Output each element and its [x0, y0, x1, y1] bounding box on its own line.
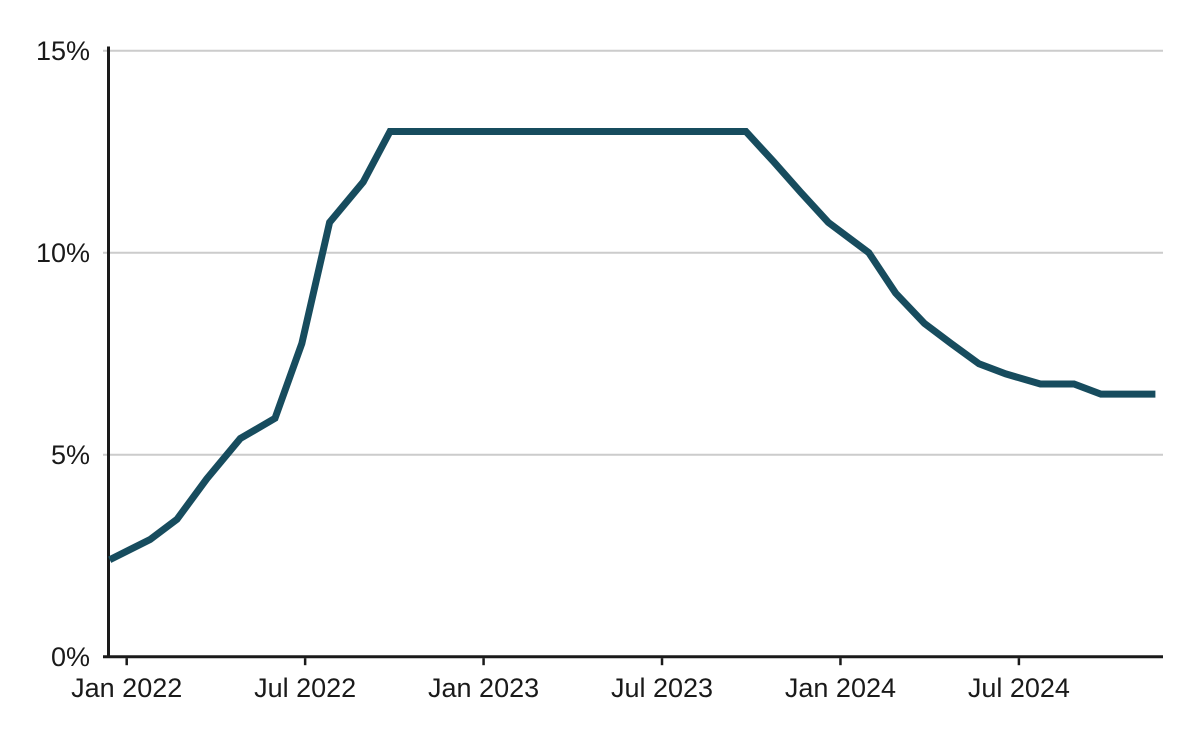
y-axis-label: 5%	[51, 440, 90, 470]
series-line-interest-rate-percent	[108, 128, 1156, 563]
y-axis-labels: 15% 10% 5% 0%	[36, 36, 90, 672]
x-axis-label: Jul 2022	[254, 673, 356, 703]
y-axis-label: 10%	[36, 238, 90, 268]
x-axis-label: Jul 2023	[611, 673, 713, 703]
x-axis-labels: Jan 2022 Jul 2022 Jan 2023 Jul 2023 Jan 2024…	[71, 673, 1070, 703]
x-axis-label: Jan 2024	[785, 673, 896, 703]
x-axis-label: Jan 2022	[71, 673, 182, 703]
y-axis-label: 15%	[36, 36, 90, 66]
axes	[103, 46, 1163, 659]
x-axis-label: Jul 2024	[968, 673, 1070, 703]
x-axis-ticks	[125, 658, 1021, 666]
y-axis-label: 0%	[51, 642, 90, 672]
gridlines	[103, 49, 1163, 456]
x-axis-label: Jan 2023	[428, 673, 539, 703]
